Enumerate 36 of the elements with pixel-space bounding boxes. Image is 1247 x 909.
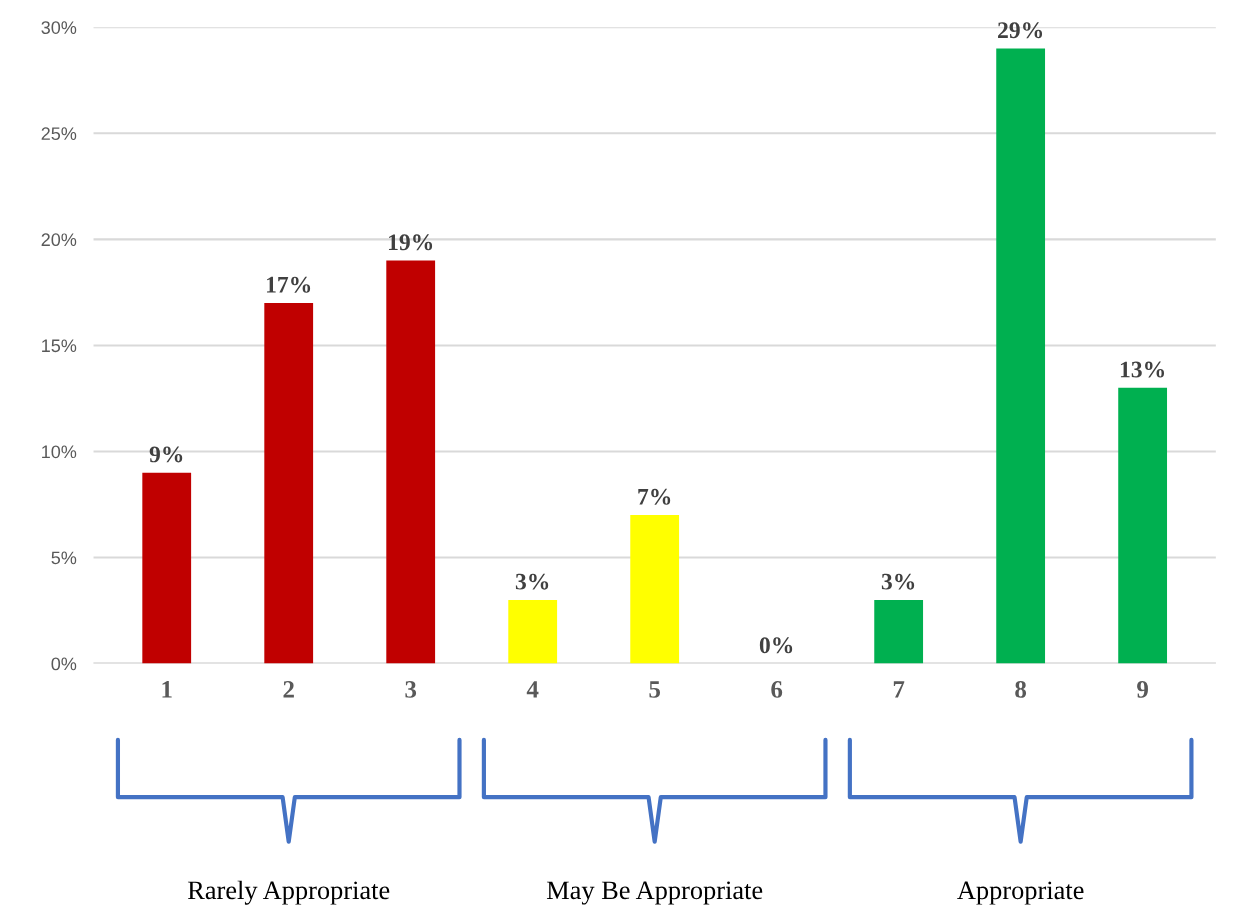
x-tick-label: 2 [283,681,294,698]
x-tick-label: 4 [526,681,539,698]
data-label: 7% [638,488,671,505]
data-label: 0% [759,637,793,654]
bar [508,599,558,664]
data-label: 3% [515,573,549,590]
data-label: 19% [388,234,433,251]
bar [630,515,680,664]
x-tick-label: 5 [649,681,661,698]
data-label: 13% [1120,361,1165,378]
x-tick-label: 8 [1015,680,1027,698]
text: Appropriate [957,881,1084,905]
y-tick-label: 0% [51,657,77,671]
bar [874,599,924,664]
bar [996,48,1046,664]
y-tick-label: 5% [51,551,77,565]
data-label: 9% [149,446,183,463]
data-label: 17% [266,276,311,293]
data-label: 29% [998,22,1043,39]
x-tick-label: 7 [893,681,905,698]
bar [264,303,314,664]
x-tick-label: 3 [405,681,417,698]
x-tick-label: 1 [162,681,172,698]
bar [142,472,192,664]
y-tick-label: 10% [42,445,77,459]
bar [1118,387,1168,664]
y-tick-label: 30% [41,21,77,34]
x-tick-label: 9 [1137,681,1148,698]
y-tick-label: 25% [41,127,77,141]
text: May Be Appropriate [546,881,763,905]
text: Rarely Appropriate [187,880,390,905]
x-tick-label: 6 [771,681,783,698]
y-tick-label: 20% [41,233,77,247]
bar [386,260,436,664]
y-tick-label: 15% [42,339,77,353]
data-label: 3% [881,573,915,590]
